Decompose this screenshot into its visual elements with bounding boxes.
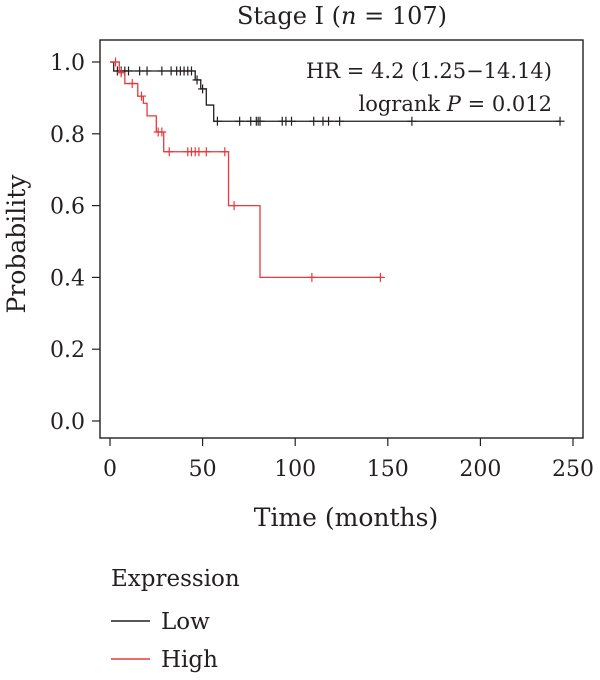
logrank-suffix: = 0.012 — [461, 92, 552, 116]
censor-mark — [124, 66, 134, 76]
censor-mark — [116, 68, 126, 78]
logrank-annotation: logrank P = 0.012 — [358, 92, 552, 116]
hr-annotation: HR = 4.2 (1.25−14.14) — [306, 59, 552, 83]
censor-mark — [286, 116, 296, 126]
x-tick-label: 200 — [459, 457, 501, 482]
logrank-prefix: logrank — [358, 92, 446, 116]
series-layer — [110, 57, 565, 282]
censor-mark — [555, 116, 565, 126]
x-tick-label: 150 — [367, 457, 409, 482]
censor-mark — [192, 75, 202, 85]
y-tick-label: 0.4 — [50, 266, 85, 291]
logrank-p: P — [446, 92, 462, 116]
x-tick-label: 250 — [552, 457, 594, 482]
chart-title-prefix: Stage I ( — [237, 2, 341, 30]
censor-mark — [407, 116, 417, 126]
censor-mark — [235, 116, 245, 126]
x-tick-label: 0 — [103, 457, 117, 482]
censor-mark — [157, 66, 167, 76]
x-axis-title: Time (months) — [254, 503, 438, 532]
censor-mark — [307, 272, 317, 282]
censor-mark — [111, 57, 121, 67]
y-tick-label: 0.6 — [50, 195, 85, 220]
legend-label-low: Low — [161, 609, 210, 635]
censor-mark — [186, 66, 196, 76]
survival-curve-high — [110, 61, 381, 279]
plot-frame — [99, 39, 584, 439]
censor-mark — [136, 91, 146, 101]
y-tick-label: 0.8 — [50, 123, 85, 148]
y-tick-label: 0.2 — [50, 338, 85, 363]
x-tick-label: 100 — [274, 457, 316, 482]
censor-mark — [324, 116, 334, 126]
legend-title: Expression — [111, 566, 240, 592]
y-axis-ticks: 0.0 0.2 0.4 0.6 0.8 1.0 — [50, 51, 100, 435]
y-tick-label: 0.0 — [50, 410, 85, 435]
censor-mark — [212, 116, 222, 126]
x-axis-ticks: 0 50 100 150 200 250 — [103, 438, 594, 482]
censor-mark — [164, 147, 174, 157]
censor-mark — [375, 272, 385, 282]
censor-mark — [335, 116, 345, 126]
x-tick-label: 50 — [189, 457, 217, 482]
censor-mark — [127, 79, 137, 89]
censor-mark — [255, 116, 265, 126]
series-high — [110, 57, 385, 282]
censor-mark — [142, 66, 152, 76]
y-tick-label: 1.0 — [50, 51, 85, 76]
censor-mark — [157, 127, 167, 137]
chart-title: Stage I (n = 107) — [237, 2, 447, 30]
censor-mark — [220, 147, 230, 157]
series-low — [110, 61, 565, 126]
censor-mark — [309, 116, 319, 126]
y-axis-title: Probability — [2, 174, 31, 314]
legend-label-high: High — [161, 647, 218, 673]
censor-mark — [201, 147, 211, 157]
censor-mark — [198, 84, 208, 94]
chart-title-n: n — [341, 2, 356, 30]
chart-title-suffix: = 107) — [356, 2, 447, 30]
censor-mark — [229, 201, 239, 211]
survival-curve-low — [110, 61, 561, 122]
